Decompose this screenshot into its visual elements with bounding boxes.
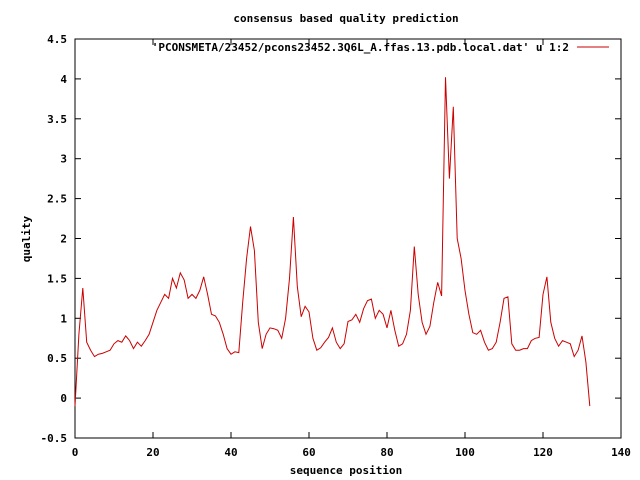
x-axis-label: sequence position [290,464,403,477]
x-tick-label: 20 [146,446,159,459]
x-tick-label: 60 [302,446,315,459]
y-tick-label: 1 [60,312,67,325]
y-tick-label: 4.5 [47,33,67,46]
y-tick-label: 1.5 [47,272,67,285]
y-tick-label: 2.5 [47,193,67,206]
x-tick-label: 120 [533,446,553,459]
x-tick-label: 40 [224,446,237,459]
chart-title: consensus based quality prediction [233,12,458,25]
y-tick-label: 0 [60,392,67,405]
y-tick-label: 2 [60,233,67,246]
x-tick-label: 0 [72,446,79,459]
y-tick-label: 3.5 [47,113,67,126]
series-layer [74,77,591,407]
x-tick-label: 100 [455,446,475,459]
axis-ticks: -0.5 0 0.5 1 1.5 2 2.5 3 3.5 4 4.5 0 20 40 60 80 100 120 1… [41,33,631,459]
y-tick-label: 0.5 [47,352,67,365]
series-line [74,77,591,407]
x-tick-label: 140 [611,446,631,459]
y-tick-label: -0.5 [41,432,68,445]
plot-area-frame [74,38,622,439]
legend: 'PCONSMETA/23452/pcons23452.3Q6L_A.ffas.… [152,41,609,54]
legend-label: 'PCONSMETA/23452/pcons23452.3Q6L_A.ffas.… [152,41,569,54]
y-axis-label: quality [20,215,33,262]
x-tick-label: 80 [380,446,393,459]
y-tick-label: 4 [60,73,67,86]
y-tick-label: 3 [60,153,67,166]
